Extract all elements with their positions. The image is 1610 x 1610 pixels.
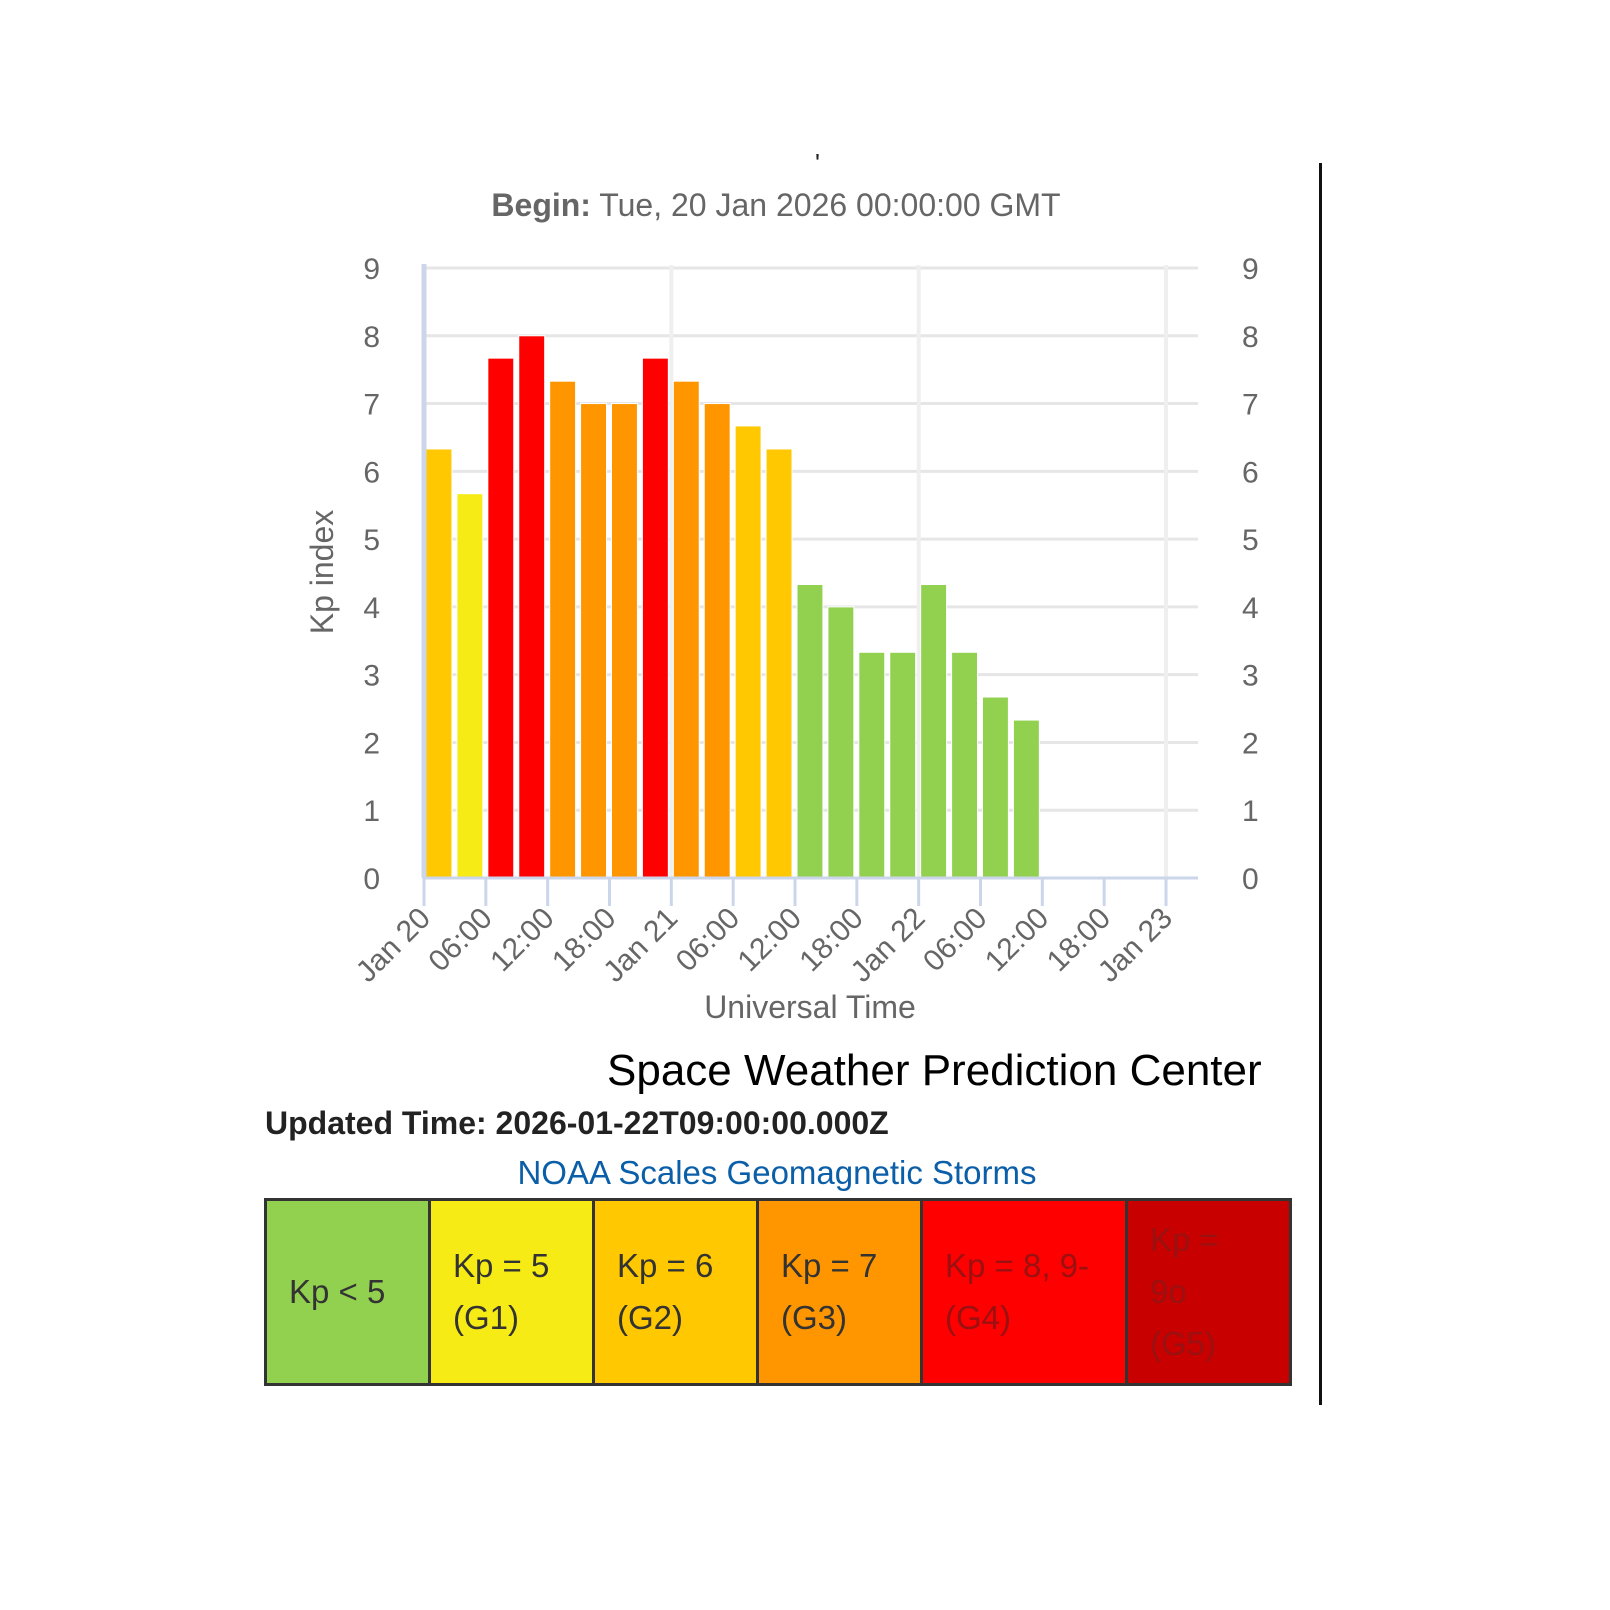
kp-bar[interactable] bbox=[425, 448, 453, 879]
x-tick-label: 06:00 bbox=[670, 902, 746, 978]
y-tick-label-right: 9 bbox=[1242, 253, 1259, 286]
kp-bar[interactable] bbox=[796, 584, 824, 879]
x-tick-label: 12:00 bbox=[484, 902, 560, 978]
kp-bar[interactable] bbox=[580, 403, 607, 879]
kp-bar[interactable] bbox=[734, 425, 762, 879]
scale-label: Kp = 5 (G1) bbox=[453, 1247, 550, 1336]
y-tick-label-right: 3 bbox=[1242, 660, 1259, 693]
kp-bar[interactable] bbox=[1012, 719, 1040, 879]
noaa-scale-table: Kp < 5 Kp = 5 (G1) Kp = 6 (G2) Kp = 7 (G3) K… bbox=[264, 1198, 1292, 1386]
y-tick-label: 9 bbox=[363, 253, 380, 286]
kp-bar[interactable] bbox=[487, 357, 515, 879]
kp-bar[interactable] bbox=[549, 380, 577, 879]
y-tick-label: 0 bbox=[363, 863, 380, 896]
y-tick-label-right: 7 bbox=[1242, 389, 1259, 422]
y-tick-label-right: 4 bbox=[1242, 592, 1259, 625]
y-tick-label: 3 bbox=[363, 660, 380, 693]
kp-bar[interactable] bbox=[518, 335, 546, 879]
kp-bar[interactable] bbox=[641, 357, 669, 879]
title-fragment: ' bbox=[815, 148, 820, 178]
y-tick-label-right: 5 bbox=[1242, 524, 1259, 557]
y-tick-label-right: 0 bbox=[1242, 863, 1259, 896]
scale-label: Kp = 9o (G5) bbox=[1150, 1221, 1219, 1362]
kp-bar[interactable] bbox=[858, 651, 886, 879]
chart-subtitle: Begin: Tue, 20 Jan 2026 00:00:00 GMT bbox=[491, 187, 1060, 223]
scale-cell: Kp = 9o (G5) bbox=[1128, 1201, 1289, 1383]
divider bbox=[1319, 163, 1322, 1405]
y-tick-label-right: 1 bbox=[1242, 795, 1259, 828]
kp-bar[interactable] bbox=[982, 696, 1009, 879]
begin-value: Tue, 20 Jan 2026 00:00:00 GMT bbox=[599, 187, 1060, 223]
org-name: Space Weather Prediction Center bbox=[607, 1046, 1262, 1095]
y-tick-label-right: 2 bbox=[1242, 727, 1259, 760]
scale-cell: Kp = 5 (G1) bbox=[431, 1201, 595, 1383]
y-tick-label-right: 8 bbox=[1242, 321, 1259, 354]
kp-bar[interactable] bbox=[765, 448, 793, 879]
x-tick-label: Jan 20 bbox=[350, 902, 437, 989]
kp-bar[interactable] bbox=[951, 651, 978, 879]
scale-cell: Kp < 5 bbox=[267, 1201, 431, 1383]
scale-label: Kp = 6 (G2) bbox=[617, 1247, 714, 1336]
x-axis-label: Universal Time bbox=[704, 989, 916, 1025]
x-tick-label: 12:00 bbox=[732, 902, 808, 978]
y-tick-label: 8 bbox=[363, 321, 380, 354]
kp-bar[interactable] bbox=[920, 584, 948, 879]
kp-bar[interactable] bbox=[827, 606, 855, 879]
begin-label: Begin: bbox=[491, 187, 591, 223]
y-tick-label: 4 bbox=[363, 592, 380, 625]
y-tick-label: 7 bbox=[363, 389, 380, 422]
x-tick-label: 06:00 bbox=[917, 902, 993, 978]
noaa-scales-link[interactable]: NOAA Scales Geomagnetic Storms bbox=[517, 1154, 1037, 1191]
kp-bar[interactable] bbox=[456, 493, 484, 879]
y-tick-label-right: 6 bbox=[1242, 456, 1259, 489]
kp-bar[interactable] bbox=[611, 403, 638, 879]
y-tick-label: 2 bbox=[363, 727, 380, 760]
y-tick-label: 5 bbox=[363, 524, 380, 557]
kp-bar[interactable] bbox=[889, 651, 917, 879]
x-tick-label: 06:00 bbox=[422, 902, 498, 978]
kp-bar[interactable] bbox=[672, 380, 700, 879]
y-tick-label: 6 bbox=[363, 456, 380, 489]
x-tick-label: 12:00 bbox=[979, 902, 1055, 978]
scale-label: Kp = 7 (G3) bbox=[781, 1247, 878, 1336]
scale-cell: Kp = 8, 9- (G4) bbox=[923, 1201, 1128, 1383]
updated-time: Updated Time: 2026-01-22T09:00:00.000Z bbox=[265, 1105, 889, 1141]
scale-cell: Kp = 7 (G3) bbox=[759, 1201, 923, 1383]
scale-cell: Kp = 6 (G2) bbox=[595, 1201, 759, 1383]
scale-label: Kp = 8, 9- (G4) bbox=[945, 1247, 1090, 1336]
scale-label: Kp < 5 bbox=[289, 1273, 386, 1310]
y-tick-label: 1 bbox=[363, 795, 380, 828]
kp-bar[interactable] bbox=[703, 403, 731, 879]
y-axis-label: Kp index bbox=[304, 510, 340, 635]
